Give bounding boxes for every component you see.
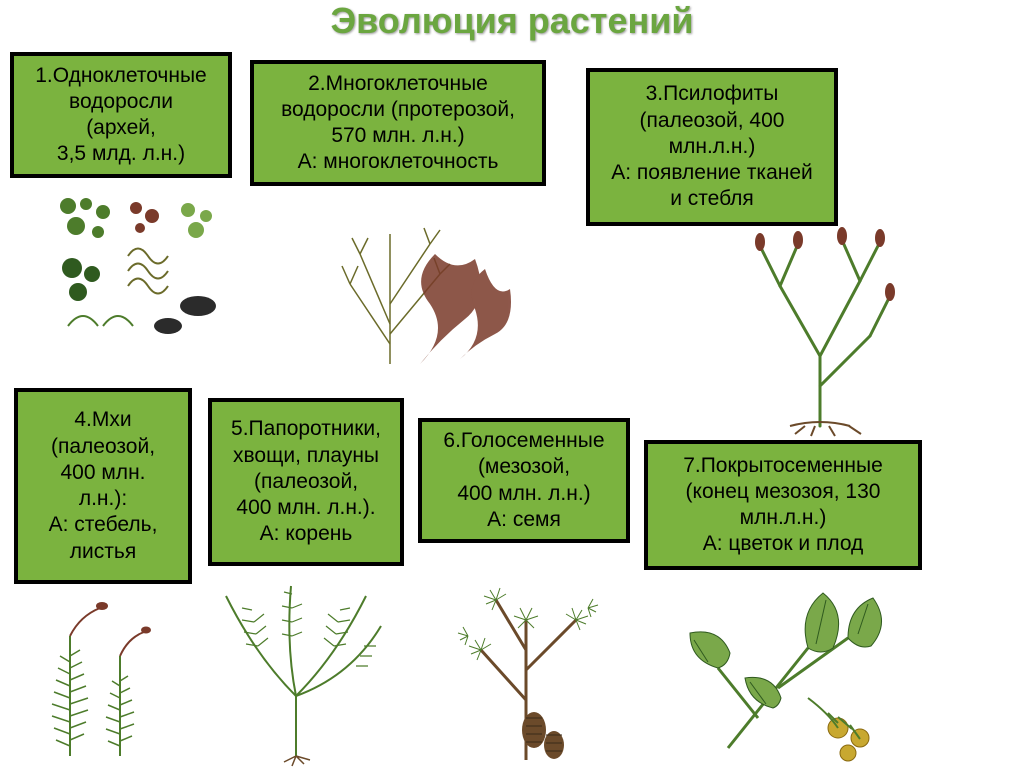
stage-box-7: 7.Покрытосеменные (конец мезозоя, 130 мл… (644, 440, 922, 570)
box-text: водоросли (69, 89, 173, 115)
stage-box-2: 2.Многоклеточные водоросли (протерозой, … (250, 60, 546, 186)
conifer-icon (426, 560, 626, 770)
box-text: 4.Мхи (74, 407, 131, 433)
box-text: 7.Покрытосеменные (683, 453, 883, 479)
box-text: 570 млн. л.н.) (331, 123, 464, 149)
box-text: А: семя (487, 507, 561, 533)
box-text: (мезозой, (478, 454, 570, 480)
box-text: хвощи, плауны (233, 443, 379, 469)
stage-box-4: 4.Мхи (палеозой, 400 млн. л.н.): А: стеб… (14, 388, 192, 584)
box-text: 400 млн. л.н.) (457, 481, 590, 507)
stage-box-5: 5.Папоротники, хвощи, плауны (палеозой, … (208, 398, 404, 566)
box-text: (палеозой, (51, 434, 155, 460)
stage-box-6: 6.Голосеменные (мезозой, 400 млн. л.н.) … (418, 418, 630, 543)
fern-icon (196, 576, 396, 764)
box-text: л.н.): (79, 486, 127, 512)
moss-icon (30, 596, 160, 764)
box-text: 5.Папоротники, (231, 416, 381, 442)
box-text: А: цветок и плод (703, 531, 864, 557)
box-text: 3,5 млд. л.н.) (57, 141, 185, 167)
box-text: 3.Псилофиты (646, 81, 779, 107)
box-text: млн.л.н.) (669, 134, 756, 160)
box-text: (архей, (86, 115, 156, 141)
box-text: А: многоклеточность (298, 149, 499, 175)
box-text: 400 млн. л.н.). (236, 495, 375, 521)
box-text: листья (70, 539, 136, 565)
stage-box-1: 1.Одноклеточные водоросли (архей, 3,5 мл… (10, 52, 232, 178)
illustration-fern (196, 576, 396, 764)
box-text: 400 млн. (61, 460, 146, 486)
box-text: 6.Голосеменные (443, 428, 604, 454)
stage-box-3: 3.Псилофиты (палеозой, 400 млн.л.н.) А: … (586, 68, 838, 226)
box-text: (конец мезозоя, 130 (686, 479, 881, 505)
page-title: Эволюция растений (331, 0, 694, 42)
psilophyte-icon (720, 226, 920, 436)
box-text: млн.л.н.) (740, 505, 827, 531)
illustration-angiosperm (688, 578, 908, 764)
illustration-seaweed (310, 194, 530, 374)
illustration-moss (30, 596, 160, 764)
illustration-conifer (426, 560, 626, 770)
microalgae-icon (48, 186, 238, 356)
box-text: 2.Многоклеточные (308, 71, 488, 97)
box-text: 1.Одноклеточные (35, 63, 207, 89)
box-text: (палеозой, 400 (640, 108, 785, 134)
illustration-psilophyte (720, 226, 920, 436)
box-text: водоросли (протерозой, (281, 97, 515, 123)
box-text: (палеозой, (254, 469, 358, 495)
seaweed-icon (310, 194, 530, 374)
box-text: А: стебель, (49, 512, 158, 538)
box-text: А: корень (260, 521, 353, 547)
box-text: А: появление тканей (611, 160, 813, 186)
illustration-microalgae (48, 186, 238, 356)
angiosperm-icon (688, 578, 908, 764)
box-text: и стебля (670, 186, 754, 212)
